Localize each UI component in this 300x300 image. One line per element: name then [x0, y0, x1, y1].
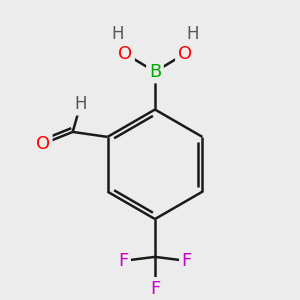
Text: F: F: [118, 252, 128, 270]
Text: H: H: [74, 95, 87, 113]
Text: H: H: [187, 25, 199, 43]
Text: H: H: [111, 25, 123, 43]
Text: F: F: [150, 280, 160, 298]
Text: O: O: [118, 45, 132, 63]
Text: B: B: [149, 63, 161, 81]
Text: O: O: [36, 135, 50, 153]
Text: F: F: [182, 252, 192, 270]
Text: O: O: [178, 45, 192, 63]
